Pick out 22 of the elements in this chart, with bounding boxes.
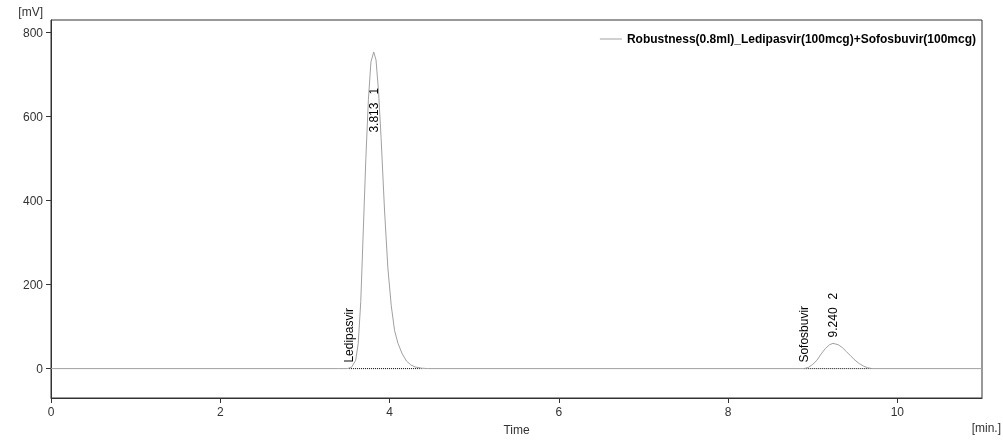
x-tick-label: 0 [47,405,55,419]
y-tick-label: 800 [22,25,44,40]
y-tick-label: 600 [22,109,44,124]
annotation: 2 [826,292,841,300]
x-tick-label: 2 [216,405,224,419]
x-tick-label: 8 [724,405,732,419]
y-tick-label: 0 [36,361,44,376]
text: [min.] [971,421,1002,435]
y-tick-label: 200 [22,277,44,292]
y-tick-label: 400 [22,193,44,208]
x-tick-label: 4 [386,405,394,419]
x-tick-label: 10 [890,405,905,419]
y-axis-title: [mV] [18,5,43,19]
annotation: 3.813 [366,102,381,133]
annotation: Ledipasvir [341,307,356,363]
annotation: Sofosbuvir [797,305,812,363]
legend-label: Robustness(0.8ml)_Ledipasvir(100mcg)+Sofosbuvir(100mcg) [626,32,976,46]
x-axis-title: Time [503,423,530,437]
annotation: 9.240 [826,307,841,338]
annotation: 1 [366,87,381,95]
line-series [50,51,983,370]
x-tick-label: 6 [555,405,563,419]
